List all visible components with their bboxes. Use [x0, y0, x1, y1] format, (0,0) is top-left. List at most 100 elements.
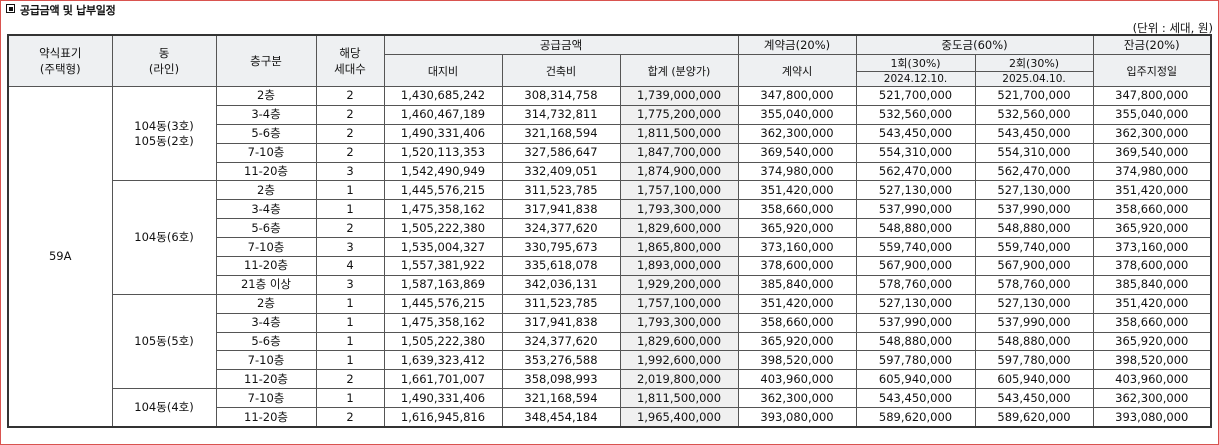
m2-cell: 537,990,000 [974, 312, 1094, 333]
building-cell: 335,618,078 [501, 256, 621, 276]
contract-cell: 373,160,000 [737, 237, 857, 258]
floor-cell: 2층 [215, 86, 317, 106]
dong-cell: 105동(5호) [111, 293, 217, 390]
floor-cell: 5-6층 [215, 331, 317, 352]
units-cell: 1 [315, 180, 385, 201]
building-cell: 311,523,785 [501, 180, 621, 201]
table-row: 3-4층 1 1,475,358,162 317,941,838 1,793,300,0… [8, 312, 1212, 333]
m2-cell: 548,880,000 [974, 331, 1094, 352]
units-cell: 3 [315, 274, 385, 295]
table-row: 11-20층 4 1,557,381,922 335,618,078 1,893,000… [8, 256, 1212, 276]
header-middle-1-date: 2024.12.10. [855, 71, 976, 87]
m1-cell: 537,990,000 [855, 199, 976, 220]
units-cell: 1 [315, 293, 385, 314]
building-cell: 342,036,131 [501, 274, 621, 295]
m1-cell: 543,450,000 [855, 123, 976, 144]
building-cell: 348,454,184 [501, 407, 621, 428]
units-cell: 1 [315, 199, 385, 220]
contract-cell: 358,660,000 [737, 312, 857, 333]
building-cell: 330,795,673 [501, 237, 621, 258]
m1-cell: 527,130,000 [855, 293, 976, 314]
header-contract-when: 계약시 [737, 54, 857, 87]
m1-cell: 554,310,000 [855, 142, 976, 163]
units-cell: 2 [315, 407, 385, 428]
units-cell: 1 [315, 388, 385, 409]
total-cell: 1,811,500,000 [619, 123, 739, 144]
contract-cell: 365,920,000 [737, 331, 857, 352]
m2-cell: 605,940,000 [974, 369, 1094, 390]
units-cell: 4 [315, 256, 385, 276]
unit-note: (단위 : 세대, 원) [1132, 21, 1213, 35]
m1-cell: 559,740,000 [855, 237, 976, 258]
m2-cell: 589,620,000 [974, 407, 1094, 428]
contract-cell: 362,300,000 [737, 388, 857, 409]
contract-cell: 369,540,000 [737, 142, 857, 163]
floor-cell: 5-6층 [215, 218, 317, 239]
units-cell: 1 [315, 350, 385, 371]
contract-cell: 374,980,000 [737, 161, 857, 182]
units-cell: 1 [315, 312, 385, 333]
contract-cell: 351,420,000 [737, 293, 857, 314]
table-row: 7-10층 1 1,639,323,412 353,276,588 1,992,600,… [8, 350, 1212, 371]
land-cell: 1,557,381,922 [383, 256, 503, 276]
land-cell: 1,542,490,949 [383, 161, 503, 182]
land-cell: 1,639,323,412 [383, 350, 503, 371]
balance-cell: 365,920,000 [1092, 331, 1212, 352]
header-dong: 동 (라인) [111, 34, 217, 87]
balance-cell: 373,160,000 [1092, 237, 1212, 258]
m2-cell: 532,560,000 [974, 104, 1094, 125]
m2-cell: 527,130,000 [974, 180, 1094, 201]
balance-cell: 369,540,000 [1092, 142, 1212, 163]
balance-cell: 362,300,000 [1092, 388, 1212, 409]
header-total: 합계 (분양가) [619, 54, 739, 87]
header-middle-1: 1회(30%) [855, 54, 976, 72]
land-cell: 1,430,685,242 [383, 86, 503, 106]
header-balance-when: 입주지정일 [1092, 54, 1212, 87]
m2-cell: 537,990,000 [974, 199, 1094, 220]
land-cell: 1,661,701,007 [383, 369, 503, 390]
total-cell: 1,965,400,000 [619, 407, 739, 428]
m1-cell: 548,880,000 [855, 331, 976, 352]
house-type-cell: 59A [7, 86, 113, 428]
header-balance: 잔금(20%) [1092, 34, 1212, 55]
floor-cell: 21층 이상 [215, 274, 317, 295]
total-cell: 1,893,000,000 [619, 256, 739, 276]
building-cell: 314,732,811 [501, 104, 621, 125]
header-type: 약식표기 (주택형) [7, 34, 113, 87]
contract-cell: 403,960,000 [737, 369, 857, 390]
header-middle: 중도금(60%) [855, 34, 1094, 55]
m1-cell: 521,700,000 [855, 86, 976, 106]
m2-cell: 521,700,000 [974, 86, 1094, 106]
m2-cell: 543,450,000 [974, 123, 1094, 144]
land-cell: 1,475,358,162 [383, 199, 503, 220]
balance-cell: 351,420,000 [1092, 293, 1212, 314]
total-cell: 1,929,200,000 [619, 274, 739, 295]
floor-cell: 5-6층 [215, 123, 317, 144]
building-cell: 317,941,838 [501, 199, 621, 220]
building-cell: 327,586,647 [501, 142, 621, 163]
floor-cell: 11-20층 [215, 407, 317, 428]
floor-cell: 2층 [215, 293, 317, 314]
balance-cell: 385,840,000 [1092, 274, 1212, 295]
floor-cell: 7-10층 [215, 237, 317, 258]
contract-cell: 378,600,000 [737, 256, 857, 276]
total-cell: 1,793,300,000 [619, 312, 739, 333]
contract-cell: 365,920,000 [737, 218, 857, 239]
units-cell: 3 [315, 161, 385, 182]
building-cell: 311,523,785 [501, 293, 621, 314]
contract-cell: 385,840,000 [737, 274, 857, 295]
floor-cell: 3-4층 [215, 104, 317, 125]
land-cell: 1,445,576,215 [383, 293, 503, 314]
floor-cell: 3-4층 [215, 312, 317, 333]
m1-cell: 605,940,000 [855, 369, 976, 390]
table-row: 7-10층 3 1,535,004,327 330,795,673 1,865,800,… [8, 237, 1212, 258]
square-bullet-icon [6, 4, 15, 13]
total-cell: 1,811,500,000 [619, 388, 739, 409]
total-cell: 1,793,300,000 [619, 199, 739, 220]
contract-cell: 398,520,000 [737, 350, 857, 371]
balance-cell: 403,960,000 [1092, 369, 1212, 390]
table-row: 104동(6호) 2층 1 1,445,576,215 311,523,785 1,757… [8, 180, 1212, 295]
building-cell: 353,276,588 [501, 350, 621, 371]
dong-cell: 104동(6호) [111, 180, 217, 295]
m2-cell: 543,450,000 [974, 388, 1094, 409]
